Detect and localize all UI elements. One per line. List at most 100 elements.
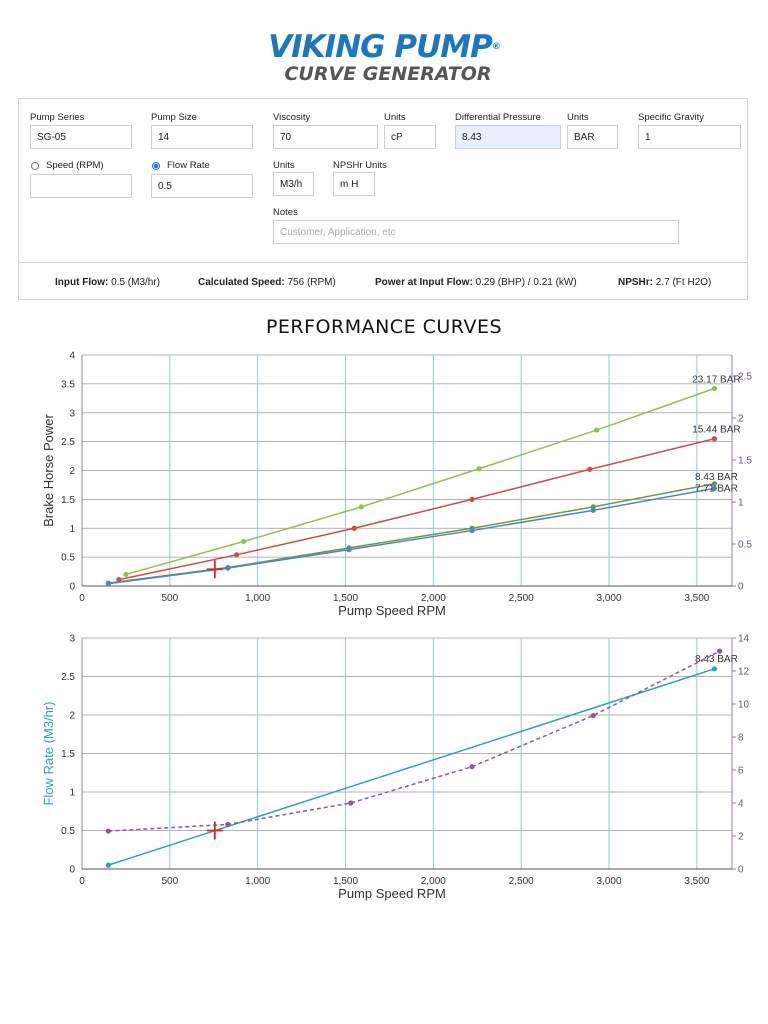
x-tick-label: 2,500: [509, 876, 534, 887]
x-tick-label: 2,000: [421, 593, 446, 604]
x-tick-label: 0: [79, 876, 85, 887]
y2-tick-label: 4: [738, 799, 744, 810]
pump-size-label: Pump Size: [151, 112, 197, 123]
y-tick-label: 4: [69, 351, 75, 362]
data-point: [351, 525, 357, 531]
data-point: [711, 481, 718, 487]
notes-label: Notes: [273, 207, 298, 218]
npshr-units-label: NPSHr Units: [333, 160, 387, 171]
logo-line1: VIKING PUMP®: [268, 29, 501, 65]
flow-rate-chart: 0 0.5 1 1.5 2 2.5 3 0 500 1,000 1,500 2,000 2,500 3,0…: [41, 634, 750, 902]
viscosity-units-select[interactable]: [384, 125, 436, 149]
performance-curves-title: PERFORMANCE CURVES: [265, 316, 503, 338]
y2-tick-label: 0: [738, 582, 744, 593]
y-tick-label: 3: [69, 408, 75, 419]
y-tick-label: 0: [69, 865, 75, 876]
y2-tick-label: 6: [738, 766, 744, 777]
y2-tick-label: 2.5: [738, 372, 752, 383]
x-tick-label: 1,000: [245, 593, 270, 604]
flow-units-label: Units: [273, 160, 295, 171]
data-point: [348, 800, 354, 806]
x-tick-label: 1,500: [333, 876, 358, 887]
input-flow-result: Input Flow: 0.5 (M3/hr): [55, 277, 161, 288]
data-point: [105, 828, 111, 834]
series-line: [125, 387, 715, 576]
flow-units-select[interactable]: [273, 172, 314, 196]
data-point: [717, 648, 723, 654]
data-point: [469, 496, 475, 502]
y-tick-label: 1: [69, 788, 75, 799]
pump-size-input[interactable]: [151, 125, 253, 149]
speed-label: Speed (RPM): [46, 160, 104, 171]
y-tick-label: 1.5: [61, 495, 75, 506]
y2-tick-label: 2: [738, 414, 744, 425]
y2-tick-label: 8: [738, 733, 744, 744]
data-point: [711, 436, 718, 442]
y-tick-label: 1: [69, 524, 75, 535]
speed-radio[interactable]: [31, 162, 39, 170]
data-point: [476, 466, 482, 472]
data-point: [711, 666, 718, 672]
x-tick-label: 500: [161, 593, 178, 604]
data-point: [346, 547, 352, 553]
y-tick-label: 0: [69, 582, 75, 593]
viscosity-input[interactable]: [273, 125, 378, 149]
y-tick-label: 3: [69, 634, 75, 645]
series-line: [108, 650, 721, 832]
y-tick-label: 0.5: [61, 553, 75, 564]
y-tick-label: 2: [69, 711, 75, 722]
x-tick-label: 2,500: [509, 593, 534, 604]
x-axis-title: Pump Speed RPM: [338, 886, 446, 901]
data-point: [105, 862, 111, 868]
data-point: [225, 565, 231, 571]
y2-tick-label: 14: [738, 634, 750, 645]
x-tick-label: 1,000: [245, 876, 270, 887]
x-tick-label: 3,000: [597, 876, 622, 887]
data-point: [711, 385, 718, 392]
flow-rate-label: Flow Rate: [167, 160, 210, 171]
y-tick-label: 2.5: [61, 437, 75, 448]
form-divider: [19, 262, 747, 263]
y2-tick-label: 10: [738, 700, 750, 711]
data-point: [711, 485, 718, 492]
y-tick-label: 0.5: [61, 826, 75, 837]
y2-tick-label: 12: [738, 667, 750, 678]
data-point: [105, 581, 111, 587]
x-tick-label: 3,000: [597, 593, 622, 604]
data-point: [358, 504, 364, 510]
series-line: [108, 483, 715, 584]
notes-input[interactable]: [273, 220, 679, 244]
data-point: [587, 466, 593, 472]
y-axis-title: Flow Rate (M3/hr): [41, 701, 56, 805]
power-result: Power at Input Flow: 0.29 (BHP) / 0.21 (…: [375, 277, 577, 288]
x-tick-label: 1,500: [333, 593, 358, 604]
x-tick-label: 2,000: [421, 876, 446, 887]
differential-pressure-label: Differential Pressure: [455, 112, 541, 123]
calculated-speed-result: Calculated Speed: 756 (RPM): [198, 277, 336, 288]
speed-input[interactable]: [30, 174, 132, 198]
series-label: 8.43 BAR: [695, 472, 738, 483]
pump-input-form: Pump Series Pump Size Viscosity Units Di…: [18, 98, 748, 300]
differential-pressure-input[interactable]: [455, 125, 561, 149]
logo-line2: CURVE GENERATOR: [284, 63, 492, 85]
x-tick-label: 3,500: [684, 876, 709, 887]
y2-tick-label: 2: [738, 832, 744, 843]
x-axis-title: Pump Speed RPM: [338, 603, 446, 618]
specific-gravity-label: Specific Gravity: [638, 112, 704, 123]
data-point: [233, 552, 240, 558]
y-tick-label: 2: [69, 466, 75, 477]
data-point: [123, 571, 129, 578]
flow-rate-input[interactable]: [151, 174, 253, 198]
pressure-units-select[interactable]: [567, 125, 618, 149]
pump-series-input[interactable]: [30, 125, 132, 149]
x-tick-label: 500: [161, 876, 178, 887]
y2-tick-label: 1: [738, 498, 744, 509]
flow-rate-radio[interactable]: [152, 162, 160, 170]
series-label: 8.43 BAR: [695, 654, 738, 665]
x-tick-label: 3,500: [684, 593, 709, 604]
y2-tick-label: 0: [738, 865, 744, 876]
npshr-units-select[interactable]: [333, 172, 375, 196]
specific-gravity-input[interactable]: [638, 125, 741, 149]
viking-pump-logo: VIKING PUMP® CURVE GENERATOR: [0, 30, 768, 84]
viscosity-label: Viscosity: [273, 112, 311, 123]
